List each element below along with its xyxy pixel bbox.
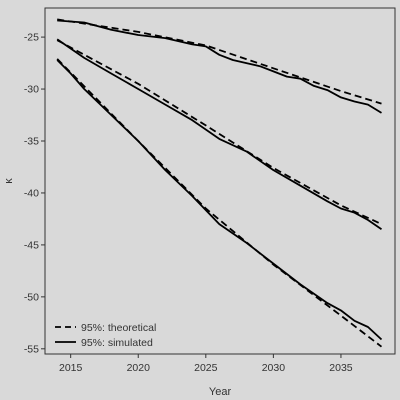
x-tick-label: 2025 (194, 362, 218, 374)
middle-theoretical-line (56, 39, 382, 225)
y-tick-label: -50 (24, 291, 39, 303)
y-tick-label: -35 (24, 135, 39, 147)
plot-border (44, 7, 396, 355)
x-tick-label: 2020 (127, 362, 151, 374)
x-axis-label: Year (209, 386, 232, 398)
legend-label-theoretical: 95%: theoretical (81, 322, 156, 334)
legend-label-simulated: 95%: simulated (81, 337, 153, 349)
x-tick-label: 2015 (59, 362, 83, 374)
lower-theoretical-line (56, 58, 383, 348)
upper-simulated-line (57, 19, 382, 114)
upper-theoretical-line (57, 18, 382, 105)
x-tick-label: 2030 (262, 362, 286, 374)
middle-simulated-line (56, 38, 383, 231)
y-tick-label: -40 (24, 187, 39, 199)
y-axis-label: κ (3, 178, 15, 184)
y-tick-label: -55 (24, 343, 39, 355)
lower-simulated-line (56, 59, 383, 341)
series-layer (56, 18, 383, 348)
x-axis: 2015 2020 2025 2030 2035 (59, 354, 353, 374)
y-tick-label: -25 (24, 32, 39, 44)
y-axis: -25 -30 -35 -40 -45 -50 -55 (24, 32, 45, 355)
y-tick-label: -30 (24, 84, 39, 96)
y-tick-label: -45 (24, 239, 39, 251)
x-tick-label: 2035 (329, 362, 353, 374)
legend: 95%: theoretical 95%: simulated (55, 322, 156, 349)
